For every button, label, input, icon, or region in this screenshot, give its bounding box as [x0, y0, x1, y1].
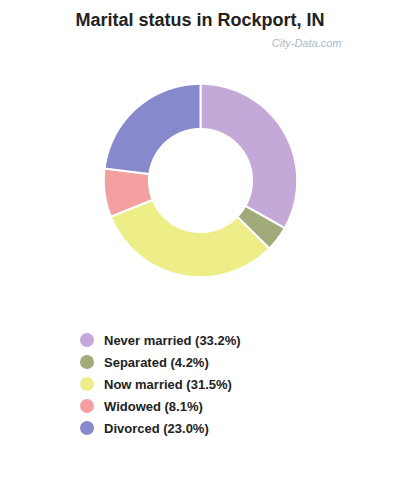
html-text:Divorced (23.0%): Divorced (23.0%): [104, 420, 209, 436]
html-text:Separated (4.2%): Separated (4.2%): [104, 354, 209, 370]
svg-text:City-Data.com: City-Data.com: [272, 37, 342, 49]
html-text:Widowed (8.1%): Widowed (8.1%): [104, 398, 203, 414]
html-text:Never married (33.2%): Never married (33.2%): [104, 332, 241, 348]
html-text:Now married (31.5%): Now married (31.5%): [104, 376, 232, 392]
html-text:Marital status in Rockport, IN: Marital status in Rockport, IN: [75, 10, 325, 30]
